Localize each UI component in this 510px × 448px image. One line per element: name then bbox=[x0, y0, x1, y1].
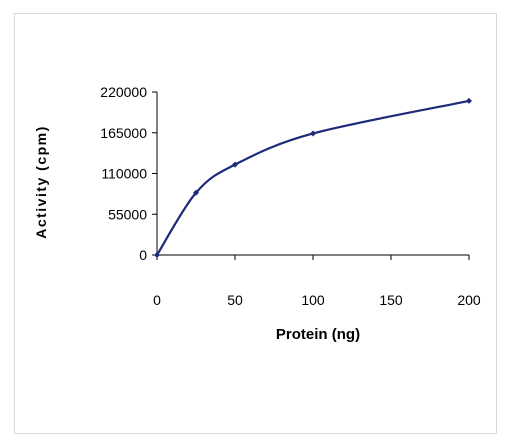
tick-labels: 0 55000 110000 165000 220000 0 50 100 150 200 bbox=[100, 84, 481, 308]
chart-axes bbox=[152, 91, 470, 260]
chart-frame bbox=[14, 13, 497, 434]
y-axis-label: Activity (cpm) bbox=[33, 125, 49, 239]
x-tick-label: 200 bbox=[457, 292, 481, 308]
y-tick-label: 0 bbox=[139, 247, 147, 263]
x-axis-label: Protein (ng) bbox=[276, 326, 360, 343]
series-line bbox=[156, 99, 470, 256]
x-tick-label: 0 bbox=[153, 292, 161, 308]
y-tick-label: 220000 bbox=[100, 84, 147, 100]
data-point bbox=[310, 130, 316, 137]
data-point bbox=[193, 189, 199, 196]
y-tick-label: 55000 bbox=[108, 206, 147, 222]
x-tick-label: 50 bbox=[227, 292, 243, 308]
data-point bbox=[154, 252, 160, 258]
x-tick-label: 150 bbox=[379, 292, 403, 308]
y-tick-label: 110000 bbox=[101, 166, 147, 182]
series-group bbox=[154, 97, 472, 258]
x-tick-label: 100 bbox=[301, 292, 325, 308]
data-point bbox=[232, 161, 238, 168]
data-point bbox=[466, 97, 472, 104]
y-tick-label: 165000 bbox=[100, 125, 147, 141]
